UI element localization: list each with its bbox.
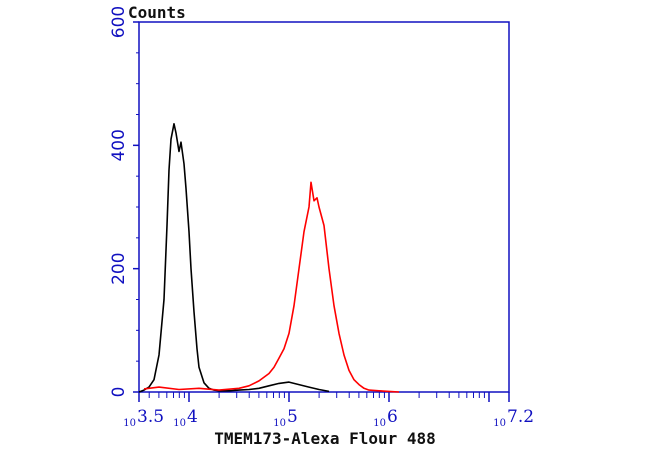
- x-tick-label: 10 4: [173, 407, 198, 429]
- y-tick-label: 600: [109, 6, 129, 38]
- series-control-line: [138, 123, 330, 393]
- x-tick-label: 10 5: [273, 407, 298, 429]
- y-tick-label: 0: [109, 387, 129, 398]
- x-tick-base: 10: [273, 418, 286, 429]
- x-tick-exponent: 4: [187, 407, 198, 427]
- x-tick-exponent: 5: [287, 407, 298, 427]
- x-tick-label: 10 6: [373, 407, 398, 429]
- x-tick-exponent: 6: [387, 407, 398, 427]
- x-tick-exponent: 7.2: [507, 407, 534, 427]
- x-tick-base: 10: [123, 418, 136, 429]
- plot-frame: [138, 21, 510, 393]
- x-tick-base: 10: [173, 418, 186, 429]
- y-tick-label: 400: [109, 129, 129, 161]
- x-tick-label: 10 7.2: [493, 407, 534, 429]
- x-tick-label: 10 3.5: [123, 407, 164, 429]
- x-tick-base: 10: [373, 418, 386, 429]
- y-tick-label: 200: [109, 252, 129, 284]
- series-sample-line: [143, 181, 400, 393]
- x-tick-base: 10: [493, 418, 506, 429]
- x-tick-exponent: 3.5: [137, 407, 164, 427]
- y-axis-label: Counts: [128, 3, 186, 22]
- x-axis-label: TMEM173-Alexa Flour 488: [214, 429, 436, 448]
